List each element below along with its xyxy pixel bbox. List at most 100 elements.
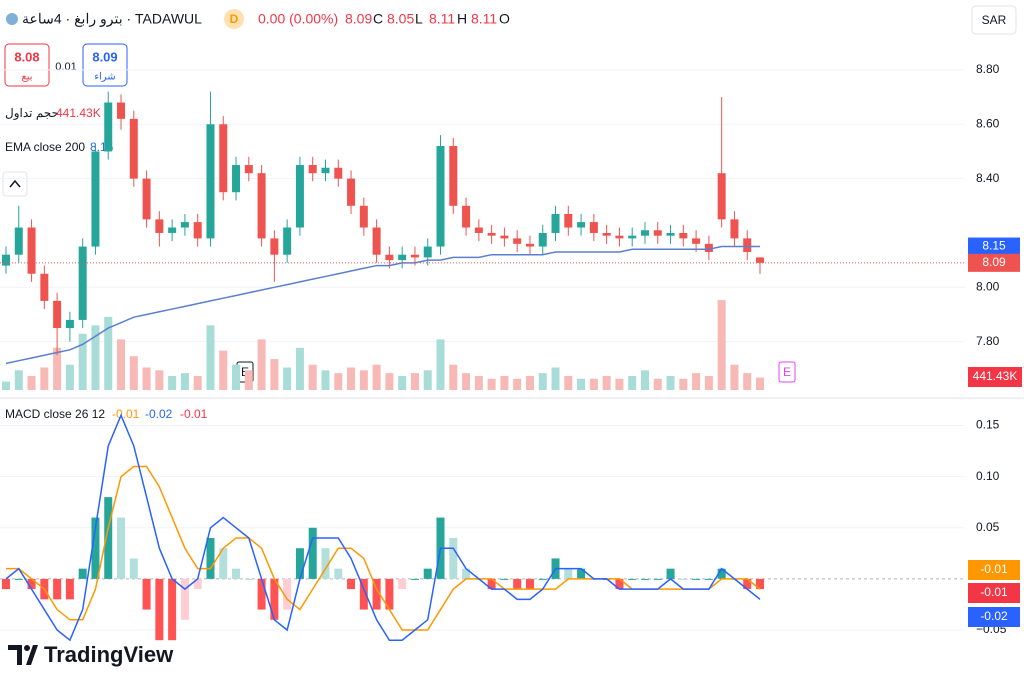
collapse-icon[interactable] (9, 179, 21, 188)
candle-body (679, 232, 688, 239)
ema-axis-label: 8.15 (982, 239, 1006, 253)
histogram-bar (65, 578, 74, 600)
volume-bar (219, 350, 228, 390)
sell-box[interactable] (4, 43, 50, 87)
candle-body (538, 232, 547, 247)
candle-body (385, 254, 394, 261)
volume-bar (40, 367, 49, 390)
histogram-bar (2, 578, 10, 590)
histogram-bar (142, 578, 151, 610)
logo: TradingView (44, 642, 174, 667)
currency-box[interactable] (971, 5, 1017, 35)
volume-bar (129, 356, 138, 390)
event-label[interactable]: E (783, 365, 791, 379)
candle-body (295, 165, 304, 228)
histogram-bar (423, 568, 432, 579)
macd-legend-signal: -0.01 (112, 407, 140, 421)
collapse-button[interactable] (2, 171, 28, 197)
volume-bar (487, 378, 496, 390)
histogram-bar (628, 578, 637, 580)
histogram-bar (640, 578, 649, 580)
histogram-bar (206, 538, 215, 579)
histogram-bar (155, 578, 164, 641)
candle-body (2, 254, 10, 266)
histogram-bar (679, 578, 688, 580)
volume-bar (692, 373, 701, 390)
volume-bar (117, 339, 126, 390)
currency[interactable]: SAR (982, 13, 1007, 27)
change: 0.00 (0.00%) (258, 11, 338, 27)
ema-legend: EMA close 200 (5, 140, 85, 154)
candle-body (270, 238, 279, 255)
ohlc-value: 8.09 (345, 11, 372, 27)
volume-bar (142, 367, 151, 390)
candle-body (500, 235, 509, 239)
histogram-bar (538, 578, 547, 580)
candle-body (334, 167, 343, 179)
histogram-bar (334, 568, 343, 579)
volume-bar (462, 373, 471, 390)
volume-bar (640, 370, 649, 390)
candle-body (756, 257, 764, 263)
volume-bar (180, 373, 189, 390)
buy-price[interactable]: 8.09 (92, 49, 117, 64)
volume-bar (525, 375, 534, 390)
candle-body (78, 246, 87, 320)
candle-body (513, 238, 522, 244)
volume-bar (385, 373, 394, 390)
volume-bar (14, 370, 23, 390)
candle-body (168, 227, 177, 233)
histogram-bar (27, 578, 36, 590)
histogram-bar (666, 568, 675, 579)
candle-body (180, 222, 189, 228)
macd-line (5, 413, 761, 642)
volume-bar (359, 370, 368, 390)
histogram-bar (91, 517, 100, 579)
histogram-bar (244, 578, 253, 580)
volume-bar (206, 325, 215, 390)
volume-bar (321, 370, 330, 390)
volume-bar (538, 373, 547, 390)
candle-body (704, 243, 713, 252)
candle-body (449, 146, 458, 206)
symbol-icon (6, 13, 18, 25)
event-marker[interactable] (778, 361, 796, 383)
volume-bar (78, 333, 87, 390)
histogram-bar (449, 538, 458, 579)
candle-body (155, 219, 164, 233)
buy-box[interactable] (82, 43, 128, 87)
sell-price[interactable]: 8.08 (14, 49, 39, 64)
histogram-bar (270, 578, 279, 620)
candle-body (308, 165, 317, 174)
volume-bar (168, 375, 177, 390)
volume-bar (743, 373, 752, 390)
histogram-bar (257, 578, 266, 610)
ohlc-letter: O (499, 11, 510, 27)
candle-body (730, 219, 739, 239)
sell-label[interactable]: بيع (21, 72, 32, 83)
candle-body (14, 227, 23, 255)
histogram-bar (14, 578, 23, 580)
buy-label[interactable]: شراء (94, 72, 115, 83)
volume-bar (372, 364, 381, 390)
candle-body (692, 238, 701, 244)
ohlc-letter: L (415, 11, 423, 27)
histogram-bar (653, 578, 662, 580)
signal-axis-box (968, 560, 1020, 580)
histogram-bar (359, 578, 368, 610)
candle-body (577, 222, 586, 228)
symbol: بترو رابغ · 4ساعة · TADAWUL (22, 11, 202, 28)
volume-bar (244, 370, 253, 390)
histogram-bar (756, 578, 764, 590)
volume-bar (666, 375, 675, 390)
candle-body (40, 273, 49, 301)
histogram-bar (129, 558, 138, 579)
candle-body (628, 235, 637, 239)
histogram-bar (487, 578, 496, 590)
spread: 0.01 (55, 61, 76, 73)
volume-bar (347, 367, 356, 390)
candle-body (193, 222, 202, 239)
histogram-bar (53, 578, 62, 600)
candle-body (564, 213, 573, 228)
